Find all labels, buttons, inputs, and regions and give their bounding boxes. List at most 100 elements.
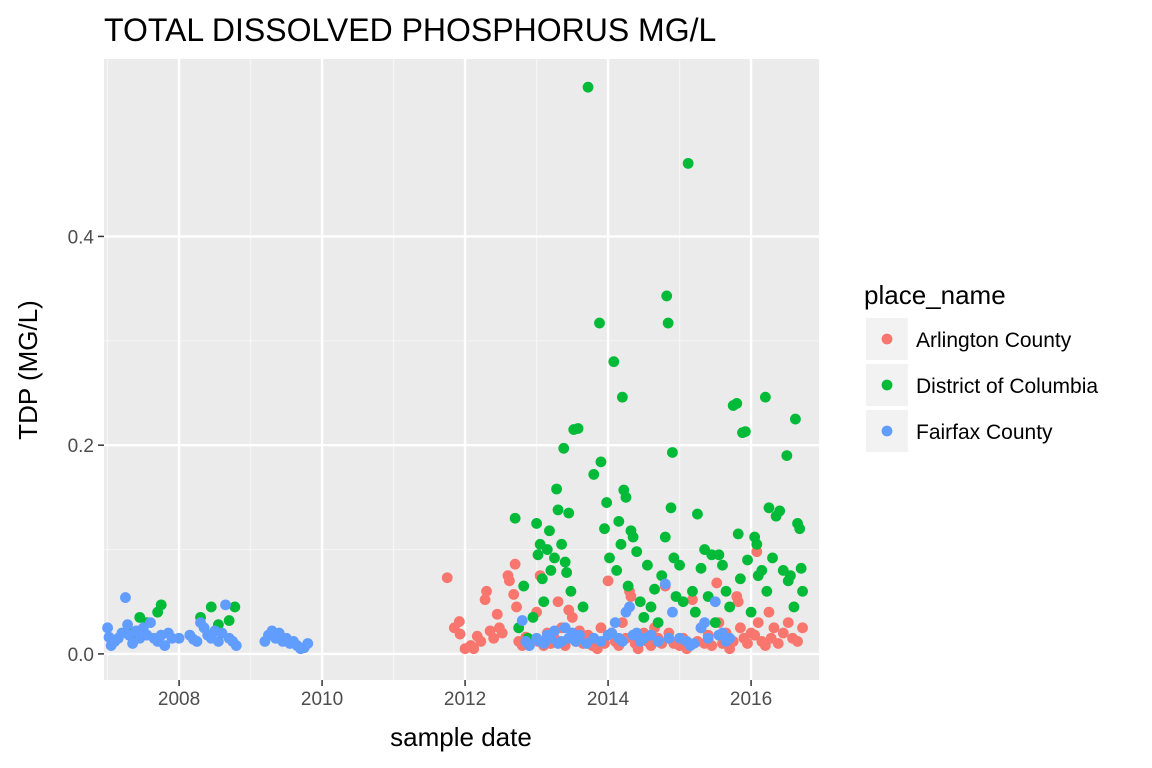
data-point	[689, 606, 701, 618]
data-point	[496, 627, 508, 639]
data-point	[790, 413, 801, 425]
data-point	[159, 640, 171, 651]
data-point	[695, 562, 707, 574]
data-point	[532, 549, 544, 561]
data-point	[763, 606, 775, 618]
legend-marker	[881, 333, 893, 345]
data-point	[552, 596, 564, 608]
data-point	[631, 546, 643, 558]
data-point	[602, 575, 614, 587]
x-axis: 2008 2010 2012 2014 2016	[158, 680, 772, 710]
data-point	[642, 559, 653, 571]
series-2	[102, 578, 736, 655]
data-point	[479, 594, 491, 606]
data-point	[595, 456, 607, 468]
data-point	[709, 596, 721, 608]
data-point	[687, 594, 698, 606]
legend-marker	[881, 425, 893, 437]
data-point	[709, 617, 721, 628]
legend-label: District of Columbia	[916, 375, 1098, 398]
data-point	[732, 596, 744, 608]
data-point	[656, 570, 668, 582]
data-point	[731, 398, 743, 409]
data-point	[173, 632, 185, 644]
x-tick-label: 2010	[301, 689, 343, 710]
series-1	[127, 81, 808, 644]
data-point	[745, 606, 757, 618]
data-point	[531, 518, 542, 529]
grid-major	[104, 59, 819, 680]
x-tick-label: 2014	[587, 689, 630, 710]
legend-title: place_name	[864, 280, 1006, 310]
data-point	[608, 356, 620, 368]
data-point	[699, 617, 710, 628]
data-point	[588, 468, 600, 480]
data-point	[659, 531, 671, 543]
data-point	[667, 606, 678, 618]
y-tick-label: 0.2	[68, 436, 94, 457]
data-point	[524, 640, 535, 651]
data-point	[652, 635, 664, 647]
data-point	[504, 575, 515, 587]
y-axis: 0.0 0.2 0.4	[68, 227, 104, 666]
data-point	[558, 442, 570, 454]
data-point	[711, 577, 723, 589]
data-point	[638, 611, 650, 623]
data-point	[724, 601, 736, 613]
data-point	[752, 617, 764, 628]
data-point	[549, 552, 560, 564]
data-point	[551, 483, 562, 495]
data-point	[481, 585, 492, 597]
data-point	[488, 632, 500, 644]
data-point	[649, 583, 660, 595]
data-point	[620, 491, 632, 503]
legend: place_name Arlington County District of C…	[864, 280, 1098, 452]
y-tick-label: 0.0	[68, 645, 94, 666]
data-point	[468, 643, 480, 655]
data-point	[453, 616, 465, 627]
data-point	[145, 617, 156, 628]
data-point	[677, 596, 689, 608]
data-point	[702, 632, 714, 644]
data-point	[220, 599, 231, 611]
data-point	[213, 635, 224, 647]
data-point	[772, 638, 784, 649]
data-point	[491, 608, 503, 620]
data-point	[563, 507, 575, 519]
data-point	[781, 450, 793, 462]
x-tick-label: 2016	[730, 689, 772, 710]
data-point	[604, 552, 615, 564]
data-point	[795, 562, 807, 574]
x-axis-title: sample date	[390, 722, 532, 752]
data-point	[223, 615, 235, 626]
data-point	[662, 317, 674, 329]
data-point	[759, 640, 771, 651]
data-point	[615, 538, 627, 550]
data-point	[518, 580, 530, 592]
data-point	[742, 554, 753, 566]
data-point	[572, 423, 584, 434]
data-point	[120, 592, 131, 603]
data-point	[302, 638, 314, 649]
data-point	[761, 585, 773, 597]
plot-panel	[104, 59, 819, 680]
data-point	[556, 538, 567, 550]
data-point	[511, 601, 522, 613]
data-point	[659, 578, 671, 590]
data-point	[601, 497, 613, 508]
data-point	[663, 632, 675, 644]
data-point	[559, 556, 571, 568]
data-points	[102, 81, 808, 655]
data-point	[594, 317, 605, 329]
data-point	[527, 611, 539, 623]
data-point	[652, 617, 664, 628]
data-point	[797, 622, 808, 634]
data-point	[717, 559, 728, 571]
data-point	[767, 552, 778, 564]
data-point	[516, 615, 528, 626]
data-point	[627, 531, 639, 543]
data-point	[720, 585, 732, 597]
data-point	[574, 629, 585, 641]
data-point	[763, 502, 775, 514]
data-point	[792, 635, 803, 647]
